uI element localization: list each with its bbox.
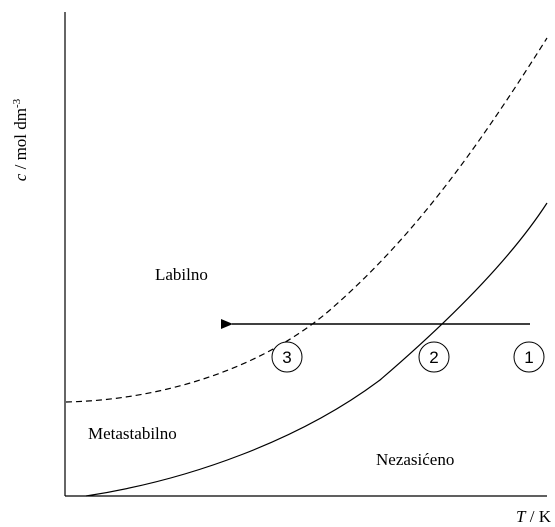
x-axis-label-var: T — [516, 507, 527, 526]
marker-2-label: 2 — [429, 348, 438, 367]
marker-1-label: 1 — [524, 348, 533, 367]
y-axis-label: c / mol dm-3 — [11, 98, 30, 181]
region-label-unsaturated: Nezasićeno — [376, 450, 454, 469]
solubility-curve — [85, 202, 548, 497]
region-label-metastable: Metastabilno — [88, 424, 177, 443]
y-axis-label-var: c — [11, 173, 30, 181]
marker-3-label: 3 — [282, 348, 291, 367]
y-axis-label-unit: / mol dm — [11, 108, 30, 174]
supersolubility-curve — [65, 37, 548, 403]
region-label-labile: Labilno — [155, 265, 208, 284]
marker-1: 1 — [513, 341, 545, 373]
marker-3: 3 — [271, 341, 303, 373]
y-axis-label-exponent: -3 — [11, 98, 23, 108]
marker-2: 2 — [418, 341, 450, 373]
x-axis-label-unit: / K — [525, 507, 551, 526]
x-axis-label: T / K — [516, 507, 552, 526]
